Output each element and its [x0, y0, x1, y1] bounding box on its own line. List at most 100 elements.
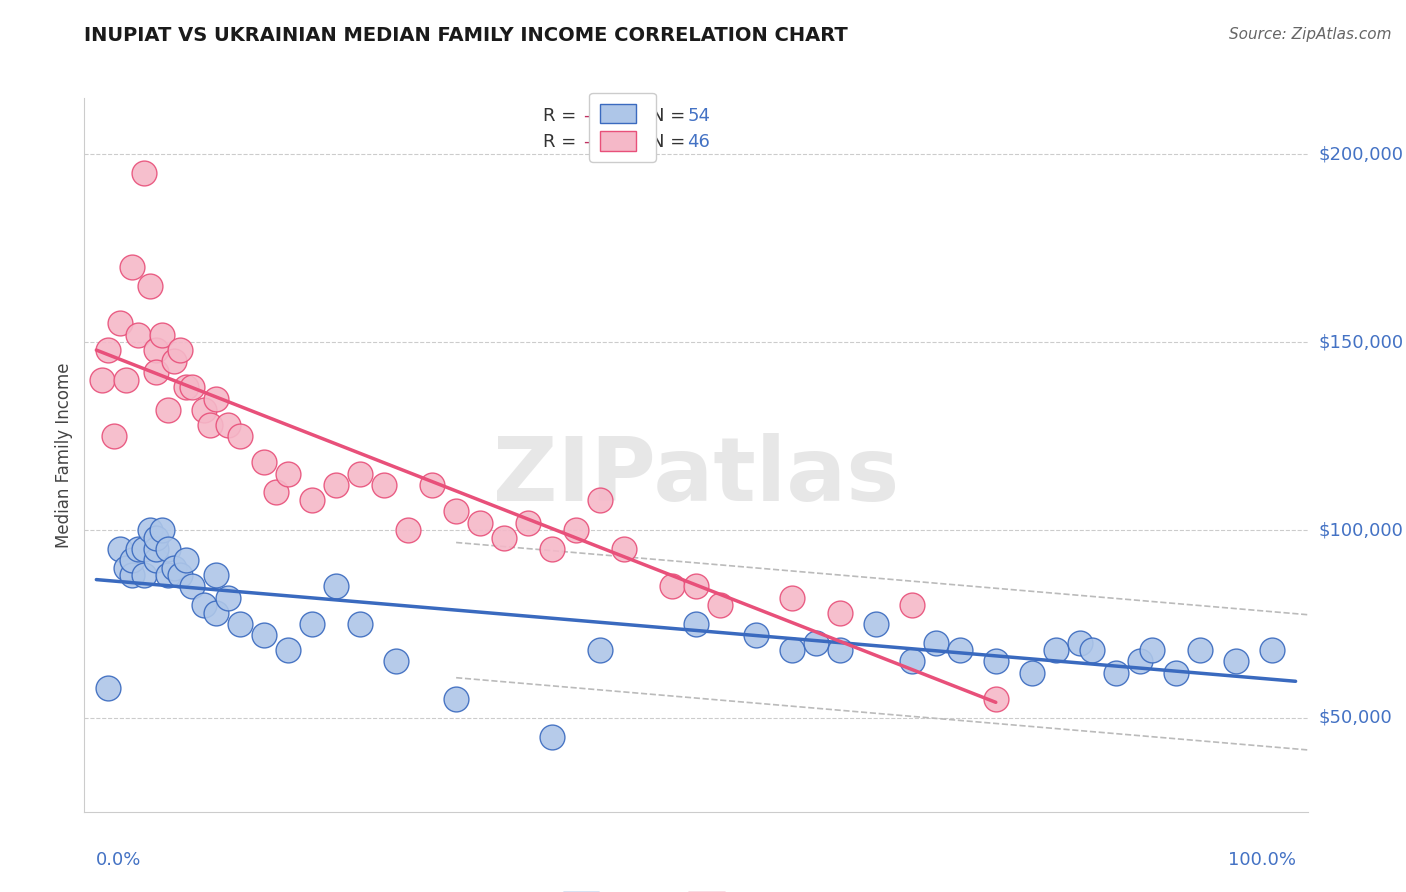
- Point: [217, 591, 239, 605]
- Point: [97, 681, 120, 695]
- Point: [134, 568, 156, 582]
- Point: [541, 541, 564, 556]
- Point: [169, 343, 191, 357]
- Text: INUPIAT VS UKRAINIAN MEDIAN FAMILY INCOME CORRELATION CHART: INUPIAT VS UKRAINIAN MEDIAN FAMILY INCOM…: [84, 26, 848, 45]
- Point: [494, 531, 516, 545]
- Point: [589, 493, 612, 508]
- Point: [1164, 665, 1187, 680]
- Point: [1080, 643, 1102, 657]
- Point: [115, 373, 138, 387]
- Point: [200, 417, 222, 432]
- Point: [103, 429, 125, 443]
- Point: [91, 373, 114, 387]
- Text: 46: 46: [688, 134, 710, 152]
- Point: [174, 553, 197, 567]
- Point: [163, 560, 186, 574]
- Text: ZIPatlas: ZIPatlas: [494, 433, 898, 520]
- Point: [396, 523, 419, 537]
- Y-axis label: Median Family Income: Median Family Income: [55, 362, 73, 548]
- Point: [145, 531, 167, 545]
- Text: $50,000: $50,000: [1319, 709, 1392, 727]
- Point: [1260, 643, 1282, 657]
- Point: [110, 317, 132, 331]
- Point: [217, 417, 239, 432]
- Point: [373, 478, 395, 492]
- Point: [145, 541, 167, 556]
- Point: [349, 616, 371, 631]
- Point: [163, 354, 186, 368]
- Point: [229, 429, 252, 443]
- Point: [277, 643, 299, 657]
- Point: [110, 541, 132, 556]
- Point: [157, 541, 180, 556]
- Point: [145, 343, 167, 357]
- Point: [901, 598, 924, 612]
- Point: [115, 560, 138, 574]
- Point: [1105, 665, 1128, 680]
- Point: [253, 628, 276, 642]
- Point: [127, 541, 149, 556]
- Text: R =: R =: [543, 107, 582, 125]
- Point: [984, 655, 1007, 669]
- Point: [145, 553, 167, 567]
- Point: [169, 568, 191, 582]
- Point: [1129, 655, 1152, 669]
- Text: -0.416: -0.416: [583, 107, 641, 125]
- Point: [589, 643, 612, 657]
- Point: [828, 606, 851, 620]
- Point: [150, 327, 173, 342]
- Point: [193, 598, 215, 612]
- Text: 54: 54: [688, 107, 710, 125]
- Point: [385, 655, 408, 669]
- Point: [745, 628, 768, 642]
- Point: [205, 606, 228, 620]
- Point: [444, 504, 467, 518]
- Point: [121, 553, 143, 567]
- Point: [264, 485, 287, 500]
- Text: $100,000: $100,000: [1319, 521, 1403, 539]
- Point: [301, 493, 323, 508]
- Point: [139, 279, 162, 293]
- Text: -0.218: -0.218: [583, 134, 641, 152]
- Point: [444, 692, 467, 706]
- Point: [301, 616, 323, 631]
- Point: [121, 260, 143, 274]
- Text: N =: N =: [651, 107, 690, 125]
- Point: [828, 643, 851, 657]
- Point: [804, 636, 827, 650]
- Point: [157, 402, 180, 417]
- Point: [181, 579, 204, 593]
- Point: [1021, 665, 1043, 680]
- Point: [253, 455, 276, 469]
- Point: [157, 568, 180, 582]
- Point: [181, 380, 204, 394]
- Text: Source: ZipAtlas.com: Source: ZipAtlas.com: [1229, 27, 1392, 42]
- Text: 100.0%: 100.0%: [1227, 851, 1295, 869]
- Point: [325, 579, 347, 593]
- Point: [139, 523, 162, 537]
- Point: [150, 523, 173, 537]
- Point: [685, 579, 707, 593]
- Point: [925, 636, 948, 650]
- Point: [134, 166, 156, 180]
- Point: [468, 516, 491, 530]
- Point: [901, 655, 924, 669]
- Text: N =: N =: [651, 134, 690, 152]
- Point: [517, 516, 540, 530]
- Point: [229, 616, 252, 631]
- Point: [984, 692, 1007, 706]
- Text: $150,000: $150,000: [1319, 334, 1403, 351]
- Point: [685, 616, 707, 631]
- Point: [865, 616, 887, 631]
- Text: R =: R =: [543, 134, 582, 152]
- Point: [613, 541, 636, 556]
- Point: [1140, 643, 1163, 657]
- Point: [121, 568, 143, 582]
- Point: [420, 478, 443, 492]
- Point: [174, 380, 197, 394]
- Legend: Inupiat, Ukrainians: Inupiat, Ukrainians: [555, 885, 837, 892]
- Point: [1188, 643, 1211, 657]
- Point: [145, 365, 167, 379]
- Point: [661, 579, 683, 593]
- Point: [134, 541, 156, 556]
